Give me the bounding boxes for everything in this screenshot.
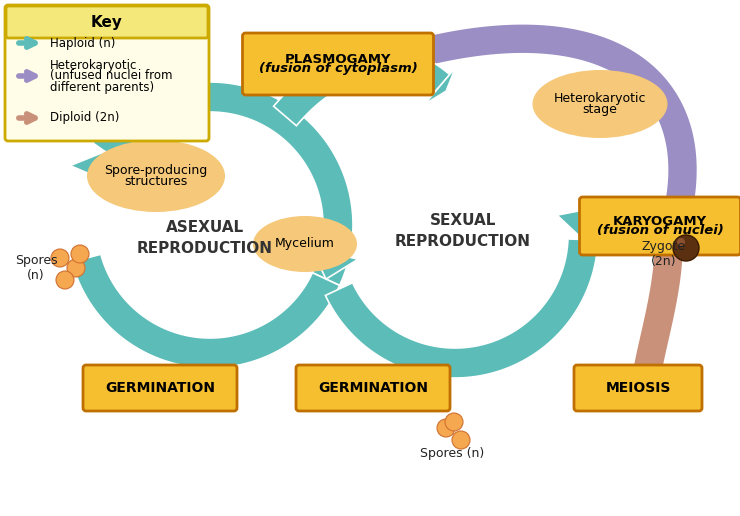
- Text: (unfused nuclei from: (unfused nuclei from: [50, 70, 172, 83]
- Text: different parents): different parents): [50, 80, 154, 93]
- Polygon shape: [411, 24, 698, 202]
- Text: SEXUAL
REPRODUCTION: SEXUAL REPRODUCTION: [395, 213, 531, 249]
- Text: KARYOGAMY: KARYOGAMY: [613, 215, 707, 228]
- Polygon shape: [425, 68, 455, 104]
- Text: GERMINATION: GERMINATION: [318, 381, 428, 395]
- Polygon shape: [656, 197, 704, 208]
- Text: structures: structures: [124, 175, 188, 188]
- Circle shape: [437, 419, 455, 437]
- Text: Key: Key: [91, 14, 123, 29]
- FancyBboxPatch shape: [243, 33, 434, 95]
- FancyBboxPatch shape: [574, 365, 702, 411]
- Text: stage: stage: [582, 103, 617, 116]
- Text: Spores
(n): Spores (n): [15, 254, 57, 282]
- Circle shape: [56, 271, 74, 289]
- FancyBboxPatch shape: [5, 5, 209, 141]
- Text: MEIOSIS: MEIOSIS: [605, 381, 670, 395]
- Ellipse shape: [533, 70, 667, 138]
- Text: Mycelium: Mycelium: [275, 237, 335, 250]
- Polygon shape: [312, 248, 358, 279]
- FancyBboxPatch shape: [579, 197, 740, 255]
- Circle shape: [51, 249, 69, 267]
- Polygon shape: [92, 82, 353, 285]
- Polygon shape: [274, 47, 450, 126]
- Ellipse shape: [253, 216, 357, 272]
- Circle shape: [67, 259, 85, 277]
- Text: PLASMOGAMY: PLASMOGAMY: [285, 53, 391, 66]
- Text: Heterokaryotic: Heterokaryotic: [554, 92, 646, 105]
- Circle shape: [673, 235, 699, 261]
- Polygon shape: [625, 363, 672, 376]
- Polygon shape: [633, 229, 684, 371]
- Text: Zygote
(2n): Zygote (2n): [642, 240, 686, 268]
- Circle shape: [452, 431, 470, 449]
- Text: Diploid (2n): Diploid (2n): [50, 111, 119, 124]
- Circle shape: [71, 245, 89, 263]
- Polygon shape: [70, 152, 114, 184]
- Text: (fusion of nuclei): (fusion of nuclei): [596, 224, 724, 237]
- Ellipse shape: [87, 140, 225, 212]
- FancyBboxPatch shape: [83, 365, 237, 411]
- Polygon shape: [557, 206, 604, 239]
- Circle shape: [445, 413, 463, 431]
- Polygon shape: [72, 254, 340, 368]
- Text: ASEXUAL
REPRODUCTION: ASEXUAL REPRODUCTION: [137, 220, 273, 256]
- Text: Spore-producing: Spore-producing: [104, 164, 208, 177]
- Text: Haploid (n): Haploid (n): [50, 37, 115, 50]
- Text: Heterokaryotic: Heterokaryotic: [50, 58, 138, 72]
- FancyBboxPatch shape: [6, 6, 208, 38]
- Text: (fusion of cytoplasm): (fusion of cytoplasm): [258, 62, 417, 75]
- Polygon shape: [326, 239, 598, 378]
- Text: GERMINATION: GERMINATION: [105, 381, 215, 395]
- Text: Spores (n): Spores (n): [420, 447, 484, 460]
- Circle shape: [677, 238, 685, 246]
- FancyBboxPatch shape: [296, 365, 450, 411]
